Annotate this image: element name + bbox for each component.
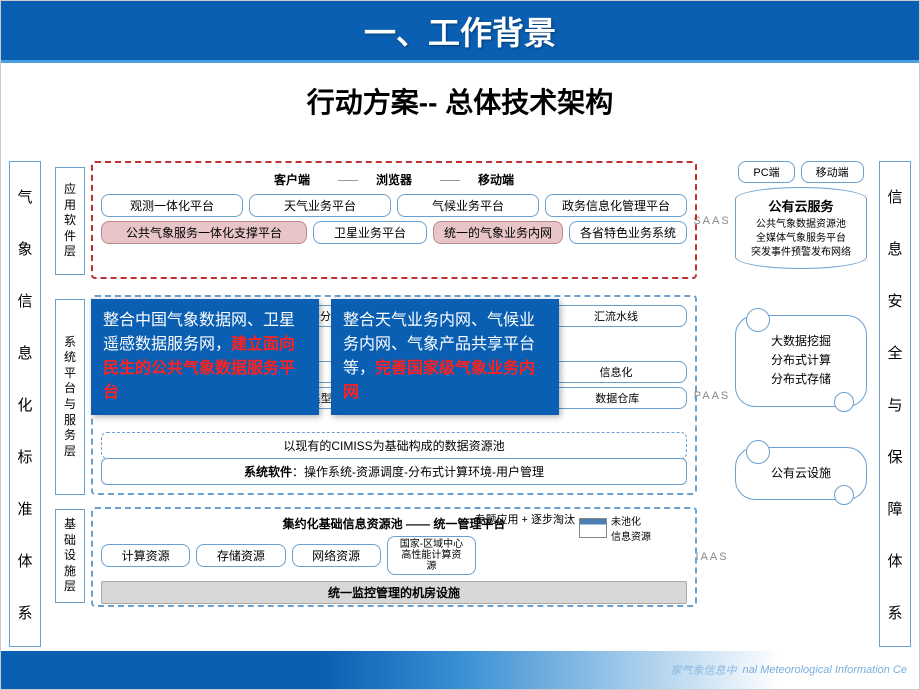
mobile-node: 移动端: [460, 169, 532, 190]
pc-tab: PC端: [738, 161, 794, 183]
res-storage: 存储资源: [196, 544, 285, 567]
cloud-infra: 公有云设施: [735, 447, 867, 500]
saas-layer-box: 客户端 浏览器 移动端 观测一体化平台 天气业务平台 气候业务平台 政务信息化管…: [91, 161, 697, 279]
datacenter-footer: 统一监控管理的机房设施: [101, 581, 687, 604]
app-row1: 观测一体化平台 天气业务平台 气候业务平台 政务信息化管理平台: [101, 194, 687, 217]
l3-split-label: 专题应用 + 逐步淘汰: [474, 511, 575, 527]
l2-info: 信息化: [545, 361, 687, 383]
cimiss-pool: 以现有的CIMISS为基础构成的数据资源池: [101, 432, 687, 459]
cloud-line1: 公共气象数据资源池: [740, 218, 862, 232]
app-public-service: 公共气象服务一体化支撑平台: [101, 221, 307, 244]
saas-code: SAAS: [703, 169, 721, 273]
cloud-column: PC端 移动端 公有云服务 公共气象数据资源池 全媒体气象服务平台 突发事件预警…: [731, 161, 871, 647]
footer-en: nal Meteorological Information Ce: [743, 664, 907, 676]
app-unified-intranet: 统一的气象业务内网: [433, 221, 563, 244]
app-observe: 观测一体化平台: [101, 194, 243, 217]
right-pillar-label: 信息安全与保障体系: [879, 161, 911, 647]
res-network: 网络资源: [292, 544, 381, 567]
app-row2: 公共气象服务一体化支撑平台 卫星业务平台 统一的气象业务内网 各省特色业务系统: [101, 221, 687, 244]
slide: 一、工作背景 行动方案-- 总体技术架构 气象信息化标准体系 信息安全与保障体系…: [0, 0, 920, 690]
res-hpc: 国家-区域中心 高性能计算资源: [387, 536, 476, 575]
callout-left: 整合中国气象数据网、卫星遥感数据服务网，建立面向民生的公共气象数据服务平台: [91, 299, 319, 415]
layer2-label: 系统平台与服务层: [55, 299, 85, 495]
unpooled-res: 未池化 信息资源: [579, 513, 685, 543]
app-provincial: 各省特色业务系统: [569, 221, 687, 244]
title-bar: 一、工作背景: [1, 1, 919, 63]
layer1-label: 应用软件层: [55, 167, 85, 275]
public-cloud-cylinder: 公有云服务 公共气象数据资源池 全媒体气象服务平台 突发事件预警发布网络: [735, 187, 867, 269]
browser-node: 浏览器: [358, 169, 430, 190]
iaas-code: IAAS: [703, 513, 721, 601]
subtitle: 行动方案-- 总体技术架构: [1, 63, 919, 135]
cloud-line3: 突发事件预警发布网络: [740, 246, 862, 260]
cloud-line2: 全媒体气象服务平台: [740, 232, 862, 246]
res-compute: 计算资源: [101, 544, 190, 567]
cloud-tabs: PC端 移动端: [731, 161, 871, 183]
iaas-layer-box: 集约化基础信息资源池 —— 统一管理平台 专题应用 + 逐步淘汰 计算资源 存储…: [91, 507, 697, 607]
l2-warehouse: 数据仓库: [547, 387, 687, 409]
client-node: 客户端: [256, 169, 328, 190]
app-weather: 天气业务平台: [249, 194, 391, 217]
footer-cn: 家气象信息中: [671, 662, 737, 678]
client-row: 客户端 浏览器 移动端: [101, 169, 687, 190]
resource-icon: [579, 518, 607, 538]
app-gov: 政务信息化管理平台: [545, 194, 687, 217]
app-satellite: 卫星业务平台: [313, 221, 427, 244]
system-software: 系统软件：操作系统-资源调度-分布式计算环境-用户管理: [101, 458, 687, 485]
l2-workflow: 汇流水线: [545, 305, 687, 327]
paas-code: PAAS: [703, 301, 721, 491]
cloud-bigdata: 大数据挖掘 分布式计算 分布式存储: [735, 315, 867, 407]
left-pillar-label: 气象信息化标准体系: [9, 161, 41, 647]
layer3-label: 基础设施层: [55, 509, 85, 603]
cloud-service-title: 公有云服务: [740, 196, 862, 215]
footer-bar: 家气象信息中 nal Meteorological Information Ce: [1, 651, 919, 689]
mobile-tab: 移动端: [801, 161, 864, 183]
app-climate: 气候业务平台: [397, 194, 539, 217]
callout-right: 整合天气业务内网、气候业务内网、气象产品共享平台等，完善国家级气象业务内网: [331, 299, 559, 415]
